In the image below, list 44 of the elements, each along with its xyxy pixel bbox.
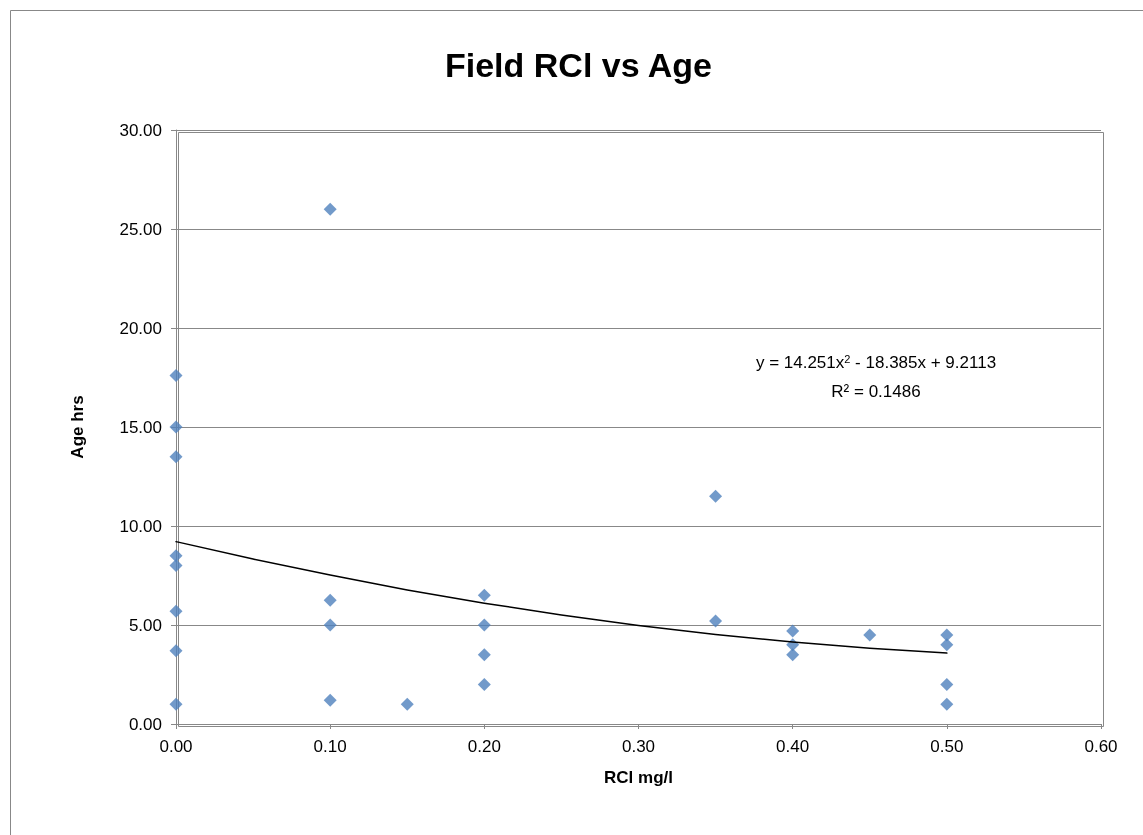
point: [169, 697, 183, 711]
point: [940, 628, 954, 642]
point: [477, 677, 491, 691]
y-tick-label: 25.00: [119, 219, 162, 239]
point: [940, 638, 954, 652]
annotation: R² = 0.1486: [831, 382, 921, 401]
point: [400, 697, 414, 711]
point: [786, 624, 800, 638]
point: [323, 618, 337, 632]
point: [709, 489, 723, 503]
chart-title: Field RCl vs Age: [444, 46, 713, 84]
point: [709, 614, 723, 628]
point: [169, 420, 183, 434]
x-tick-label: 0.10: [313, 737, 347, 756]
point: [477, 648, 491, 662]
point: [477, 618, 491, 632]
point: [863, 628, 877, 642]
x-tick-label: 0.30: [621, 737, 656, 756]
point: [323, 202, 337, 216]
y-axis-title: Age hrs: [68, 395, 87, 459]
point: [940, 697, 954, 711]
x-tick-label: 0.00: [159, 737, 193, 756]
point: [169, 644, 183, 658]
y-tick-label: 0.00: [128, 714, 162, 734]
point: [169, 549, 183, 563]
y-tick-label: 5.00: [128, 615, 162, 635]
point: [940, 677, 954, 691]
x-tick-label: 0.60: [1084, 737, 1118, 756]
point: [169, 450, 183, 464]
x-tick-label: 0.20: [467, 737, 501, 756]
point: [169, 369, 183, 383]
x-tick-label: 0.40: [776, 737, 810, 756]
point: [169, 559, 183, 573]
point: [786, 648, 800, 662]
point: [323, 693, 337, 707]
point: [323, 593, 337, 607]
y-tick-label: 20.00: [119, 318, 162, 338]
x-tick-label: 0.50: [930, 737, 964, 756]
point: [477, 588, 491, 602]
y-tick-label: 10.00: [119, 516, 162, 536]
y-tick-label: 15.00: [119, 417, 162, 437]
x-axis-title: RCl mg/l: [604, 768, 673, 787]
y-tick-label: 30.00: [119, 120, 162, 140]
point: [169, 604, 183, 618]
